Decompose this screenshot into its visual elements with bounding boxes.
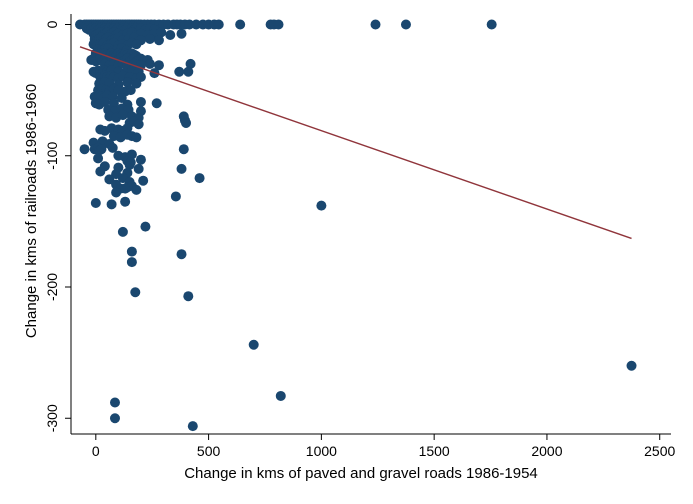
data-point <box>120 183 131 194</box>
y-tick-label: -100 <box>44 142 60 170</box>
data-point <box>117 226 128 237</box>
data-point <box>107 142 118 153</box>
x-tick-label: 2500 <box>644 443 675 459</box>
data-point <box>144 33 155 44</box>
data-points <box>75 19 637 432</box>
x-tick-label: 500 <box>197 443 221 459</box>
data-point <box>176 28 187 39</box>
x-axis-title: Change in kms of paved and gravel roads … <box>184 465 538 482</box>
data-point <box>140 221 151 232</box>
data-point <box>130 287 141 298</box>
x-tick-label: 2000 <box>531 443 562 459</box>
data-point <box>138 175 149 186</box>
data-point <box>117 110 128 121</box>
data-point <box>133 119 144 130</box>
y-tick-label: 0 <box>44 20 60 28</box>
data-point <box>181 117 192 128</box>
x-tick-label: 1000 <box>306 443 337 459</box>
fit-line-group <box>79 46 632 240</box>
y-tick-label: -300 <box>44 404 60 432</box>
data-point <box>125 85 136 96</box>
data-point <box>135 154 146 165</box>
data-point <box>486 19 497 30</box>
data-point <box>626 360 637 371</box>
data-point <box>116 93 127 103</box>
data-point <box>133 163 144 174</box>
data-point <box>178 144 189 155</box>
data-point <box>170 191 181 202</box>
data-point <box>106 199 117 210</box>
data-point <box>111 187 122 198</box>
data-point <box>125 157 136 168</box>
data-point <box>144 58 155 69</box>
data-point <box>104 174 115 185</box>
y-axis-title: Change in kms of railroads 1986-1960 <box>23 84 40 338</box>
x-tick-label: 1500 <box>419 443 450 459</box>
data-point <box>93 153 104 164</box>
data-point <box>131 39 142 50</box>
data-point <box>108 98 119 109</box>
data-point <box>99 96 110 107</box>
data-point <box>96 144 107 155</box>
data-point <box>153 35 164 46</box>
data-point <box>126 257 137 268</box>
data-point <box>400 19 411 30</box>
x-tick-label: 0 <box>92 443 100 459</box>
data-point <box>109 413 120 424</box>
data-point <box>248 339 259 350</box>
data-point <box>235 19 246 30</box>
data-point <box>316 200 327 211</box>
data-point <box>122 77 133 88</box>
axes <box>65 14 671 440</box>
data-point <box>176 249 187 260</box>
data-point <box>194 173 205 184</box>
data-point <box>131 132 142 143</box>
data-point <box>165 30 176 40</box>
data-point <box>131 78 142 89</box>
data-point <box>213 19 224 30</box>
data-point <box>90 198 101 208</box>
data-point <box>109 397 120 408</box>
data-point <box>187 421 198 432</box>
data-point <box>156 27 167 38</box>
data-point <box>120 196 131 207</box>
data-point <box>183 291 194 302</box>
data-point <box>126 246 137 257</box>
data-point <box>370 19 381 30</box>
fit-line <box>79 46 632 240</box>
data-point <box>151 98 162 109</box>
data-point <box>79 144 90 155</box>
data-point <box>95 166 106 177</box>
data-point <box>153 60 164 71</box>
data-point <box>183 66 194 77</box>
data-point <box>174 66 185 77</box>
data-point <box>185 58 196 69</box>
y-tick-label: -200 <box>44 273 60 301</box>
data-point <box>273 19 284 30</box>
data-point <box>275 390 286 401</box>
data-point <box>135 96 146 107</box>
data-point <box>176 163 187 174</box>
tick-labels: 0 500 1000 1500 2000 2500 0 -100 -200 -300 <box>44 20 676 459</box>
data-point <box>131 184 142 195</box>
